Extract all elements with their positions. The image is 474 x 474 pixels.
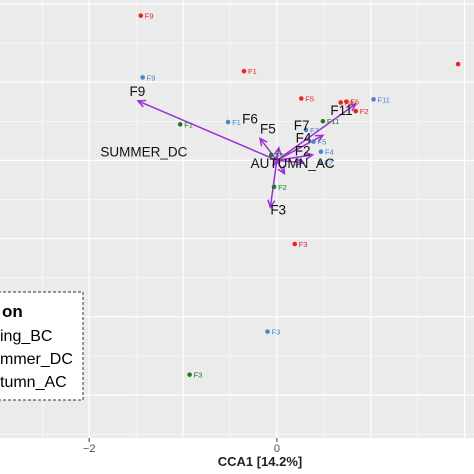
point-marker <box>353 108 359 114</box>
point-marker <box>298 96 304 101</box>
series-autumn-ac: F1 F11 F5 F2 F3 <box>177 117 339 380</box>
point-marker <box>317 160 323 165</box>
point-marker <box>318 149 324 155</box>
point-label: F11 <box>327 117 339 126</box>
vector-label: F2 <box>295 144 311 159</box>
vector-head <box>136 99 147 108</box>
vector-arrow-f3 <box>267 160 278 209</box>
point-label: F2 <box>360 107 369 116</box>
point-marker <box>320 118 326 124</box>
vector-head <box>347 103 358 112</box>
legend-title: on <box>2 302 23 321</box>
vector-arrow-f7 <box>276 134 325 161</box>
vector-shaft <box>259 137 278 161</box>
point-label: F7 <box>310 126 319 135</box>
point-label: F6 <box>350 98 359 107</box>
vector-arrow-f4 <box>276 151 315 162</box>
point-label: F9 <box>145 12 154 21</box>
x-tick-label: −2 <box>83 443 96 455</box>
point-marker <box>265 329 270 334</box>
vector-shaft <box>276 147 280 161</box>
point-marker <box>455 61 461 67</box>
vector-label: F9 <box>130 84 146 99</box>
vector-shaft <box>276 154 313 162</box>
vector-label: F11 <box>330 103 352 118</box>
x-axis-label: CCA1 [14.2%] <box>218 454 303 469</box>
vector-shaft <box>276 159 286 175</box>
vector-shaft <box>137 100 278 162</box>
point-marker <box>241 68 247 74</box>
point-marker <box>292 241 298 247</box>
vector-arrow-f11 <box>276 103 358 161</box>
point-marker <box>140 75 145 80</box>
vector-shaft <box>276 134 324 161</box>
point-label: F1 <box>232 118 241 127</box>
vector-shaft <box>269 160 278 208</box>
vector-arrow-f5 <box>273 146 282 161</box>
vector-head <box>273 146 282 156</box>
point-label: F2 <box>278 183 287 192</box>
vector-arrow-f9 <box>136 99 278 162</box>
vector-label: F5 <box>260 122 276 137</box>
point-label: F1 <box>248 67 257 76</box>
legend-entry: ing_BC <box>0 328 52 345</box>
point-label: F5 <box>305 95 314 104</box>
point-label: F5 <box>317 138 326 147</box>
point-marker <box>138 13 144 18</box>
point-marker <box>338 100 344 105</box>
vector-head <box>267 199 276 209</box>
point-label: F3 <box>194 371 203 380</box>
vector-shaft <box>276 103 357 161</box>
point-marker <box>268 152 274 158</box>
vector-label: F7 <box>294 118 310 133</box>
vector-head <box>295 157 305 167</box>
point-label: F1 <box>184 120 193 129</box>
point-label: F2 <box>324 159 333 168</box>
point-label: F5 <box>275 151 284 160</box>
grid-lines <box>0 0 474 438</box>
vector-head <box>314 134 325 143</box>
point-marker <box>311 139 316 144</box>
vector-arrows <box>136 99 358 209</box>
vector-arrow-f6 <box>258 137 278 161</box>
vector-arrow-autumn-ac <box>276 159 286 176</box>
vector-head <box>258 137 268 147</box>
legend-entry: tumn_AC <box>0 374 67 391</box>
vector-head <box>277 165 286 176</box>
legend-box <box>0 291 84 401</box>
point-label: F9 <box>147 73 156 82</box>
x-tick-label: 0 <box>274 443 280 455</box>
vector-label: AUTUMN_AC <box>251 156 335 171</box>
point-marker <box>187 372 192 377</box>
legend-entry: mmer_DC <box>0 351 73 368</box>
point-label: F11 <box>378 95 390 104</box>
vector-shaft <box>276 159 304 164</box>
x-axis: −2 0 <box>83 438 280 455</box>
vector-label: F6 <box>242 112 258 127</box>
vector-label: SUMMER_DC <box>100 144 187 159</box>
point-marker <box>225 119 231 125</box>
vector-arrow-f2 <box>276 157 305 167</box>
point-marker <box>271 184 277 190</box>
point-label: F3 <box>299 240 308 249</box>
vector-head <box>304 151 315 161</box>
point-marker <box>303 127 309 133</box>
point-marker <box>344 99 349 104</box>
point-label: F4 <box>325 148 334 157</box>
point-label: F8 <box>345 98 354 107</box>
vector-label: F4 <box>296 130 312 145</box>
point-marker <box>177 122 183 127</box>
legend: on ing_BC mmer_DC tumn_AC <box>0 291 84 401</box>
vector-label: F3 <box>270 202 286 217</box>
point-marker <box>371 97 376 102</box>
point-label: F3 <box>272 328 281 337</box>
